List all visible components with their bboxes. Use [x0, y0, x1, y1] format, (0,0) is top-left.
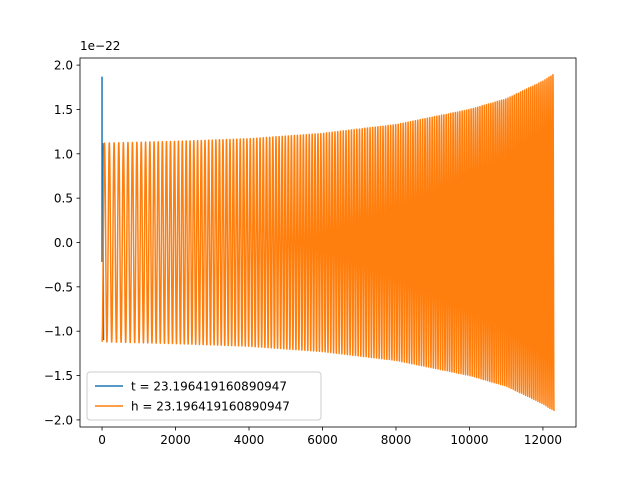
y-offset-label: 1e−22 [80, 39, 120, 53]
x-tick-label: 0 [98, 433, 106, 447]
y-tick-label: 2.0 [54, 59, 73, 73]
y-tick-label: 1.5 [54, 103, 73, 117]
x-tick-label: 8000 [381, 433, 412, 447]
y-tick-label: −2.0 [44, 413, 73, 427]
x-tick-label: 12000 [524, 433, 562, 447]
legend-label: h = 23.196419160890947 [131, 400, 290, 414]
y-tick-label: −1.0 [44, 325, 73, 339]
legend-box [86, 371, 322, 421]
y-tick-label: 0.5 [54, 192, 73, 206]
x-tick-label: 10000 [450, 433, 488, 447]
legend-label: t = 23.196419160890947 [131, 380, 287, 394]
x-tick-label: 4000 [234, 433, 265, 447]
y-tick-label: 1.0 [54, 147, 73, 161]
x-tick-label: 2000 [160, 433, 191, 447]
series-line-h [101, 73, 555, 412]
x-axis-ticks: 0 2000 4000 6000 8000 10000 12000 [98, 427, 562, 447]
y-tick-label: 0.0 [54, 236, 73, 250]
x-tick-label: 6000 [307, 433, 338, 447]
y-axis-ticks: −2.0 −1.5 −1.0 −0.5 0.0 0.5 1.0 1.5 2.0 [44, 59, 80, 427]
y-tick-label: −1.5 [44, 369, 73, 383]
y-tick-label: −0.5 [44, 280, 73, 294]
plot-area [101, 73, 555, 412]
legend: t = 23.196419160890947 h = 23.19641916089… [86, 371, 322, 421]
